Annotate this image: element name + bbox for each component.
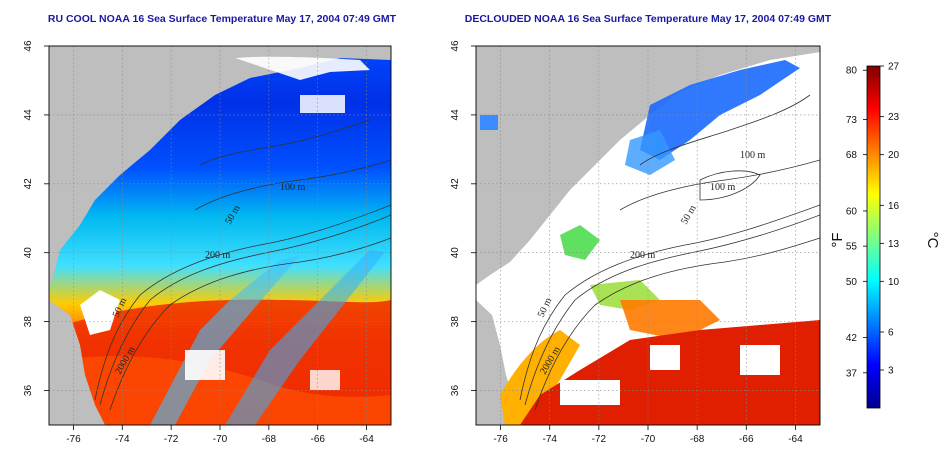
tick-label-lon: -66 (739, 434, 754, 445)
colorbar-tick-label-f: 50 (846, 277, 858, 288)
contour-label: 200 m (630, 250, 656, 261)
sst-warm-patch (620, 300, 720, 340)
tick-label-lon: -64 (788, 434, 803, 445)
panel-right-title: DECLOUDED NOAA 16 Sea Surface Temperatur… (465, 13, 832, 25)
colorbar-tick-label-f: 73 (846, 115, 858, 126)
lat-lon-grid (49, 46, 391, 425)
tick-label-lon: -72 (592, 434, 607, 445)
colorbar-fahrenheit-ticks: 80 73 68 60 55 50 42 37 (846, 66, 867, 379)
tick-label-lat: 44 (450, 109, 461, 121)
colorbar-tick-label-f: 68 (846, 150, 858, 161)
colorbar-tick-label-c: 13 (888, 239, 900, 250)
land-mass (476, 46, 820, 285)
tick-label-lat: 44 (23, 109, 34, 121)
cloud-gap (560, 380, 620, 405)
land-mass-south (49, 300, 105, 425)
tick-label-lat: 46 (450, 40, 461, 52)
cloud-gap (650, 345, 680, 370)
bathymetry-contours (519, 94, 820, 411)
sst-mild-patch (560, 225, 600, 260)
contour-label: 100 m (740, 150, 766, 161)
sst-warm-patch (500, 330, 580, 425)
tick-label-lat: 42 (23, 178, 34, 190)
tick-label-lon: -74 (115, 434, 130, 445)
cloud-patch (310, 370, 340, 390)
panel-left-map: 100 m 50 m 200 m 50 m 2000 m (49, 46, 391, 425)
cool-streak (225, 250, 385, 425)
panel-left-axes: -76 -74 -72 -70 -68 -66 -64 36 38 40 42 44 46 (23, 40, 374, 445)
tick-label-lon: -70 (641, 434, 656, 445)
colorbar-tick-label-f: 55 (846, 242, 858, 253)
colorbar-tick-label-c: 10 (888, 277, 900, 288)
cloud-patch (300, 95, 345, 113)
lat-lon-grid (476, 46, 820, 425)
tick-label-lat: 42 (450, 178, 461, 190)
colorbar-gradient (866, 65, 881, 409)
cloud-patch (185, 350, 225, 380)
cloud-patch (80, 290, 120, 335)
panel-right-map: 100 m 100 m 50 m 200 m 50 m 2000 m (476, 46, 820, 425)
colorbar-fahrenheit-label: °F (829, 232, 846, 247)
colorbar-tick-label-c: 20 (888, 150, 900, 161)
panel-left-title: RU COOL NOAA 16 Sea Surface Temperature … (48, 13, 397, 25)
land-mass (49, 46, 391, 290)
colorbar-tick-label-f: 42 (846, 333, 858, 344)
colorbar-tick-label-c: 27 (888, 62, 900, 73)
colorbar-tick-label-c: 23 (888, 112, 900, 123)
panel-right-axes: -76 -74 -72 -70 -68 -66 -64 36 38 40 42 44 46 (450, 40, 803, 445)
tick-label-lon: -66 (310, 434, 325, 445)
contour-label: 100 m (710, 182, 736, 193)
tick-label-lon: -68 (262, 434, 277, 445)
colorbar-celsius-label: °C (924, 232, 941, 249)
tick-label-lon: -70 (213, 434, 228, 445)
colorbar-tick-label-f: 60 (846, 206, 858, 217)
tick-label-lon: -72 (164, 434, 179, 445)
tick-label-lat: 38 (450, 316, 461, 328)
contour-label: 100 m (280, 182, 306, 193)
tick-label-lat: 36 (450, 385, 461, 397)
sst-cold-patch (480, 115, 498, 130)
tick-label-lat: 36 (23, 385, 34, 397)
colorbar-tick-label-c: 16 (888, 201, 900, 212)
tick-label-lon: -76 (493, 434, 508, 445)
tick-label-lat: 46 (23, 40, 34, 52)
colorbar-tick-label-c: 3 (888, 366, 894, 377)
colorbar-tick-label-c: 6 (888, 328, 894, 339)
bathymetry-contours (94, 119, 391, 411)
panel-left: RU COOL NOAA 16 Sea Surface Temperature … (23, 13, 397, 445)
contour-label: 200 m (205, 250, 231, 261)
tick-label-lat: 40 (450, 247, 461, 259)
cool-streak (150, 255, 300, 425)
sst-cold-patch (640, 60, 800, 160)
sst-cold-patch (625, 130, 675, 175)
tick-label-lat: 38 (23, 316, 34, 328)
tick-label-lon: -76 (66, 434, 81, 445)
tick-label-lat: 40 (23, 247, 34, 259)
colorbar-celsius-ticks: 27 23 20 16 13 10 6 3 (880, 62, 900, 377)
tick-label-lon: -64 (359, 434, 374, 445)
cloud-gap (740, 345, 780, 375)
colorbar-tick-label-f: 37 (846, 368, 858, 379)
tick-label-lon: -74 (542, 434, 557, 445)
tick-label-lon: -68 (690, 434, 705, 445)
panel-right: DECLOUDED NOAA 16 Sea Surface Temperatur… (450, 13, 832, 445)
colorbar-tick-label-f: 80 (846, 66, 858, 77)
colorbar: 80 73 68 60 55 50 42 37 27 23 20 16 13 10 6 3 °F °C (829, 62, 941, 409)
